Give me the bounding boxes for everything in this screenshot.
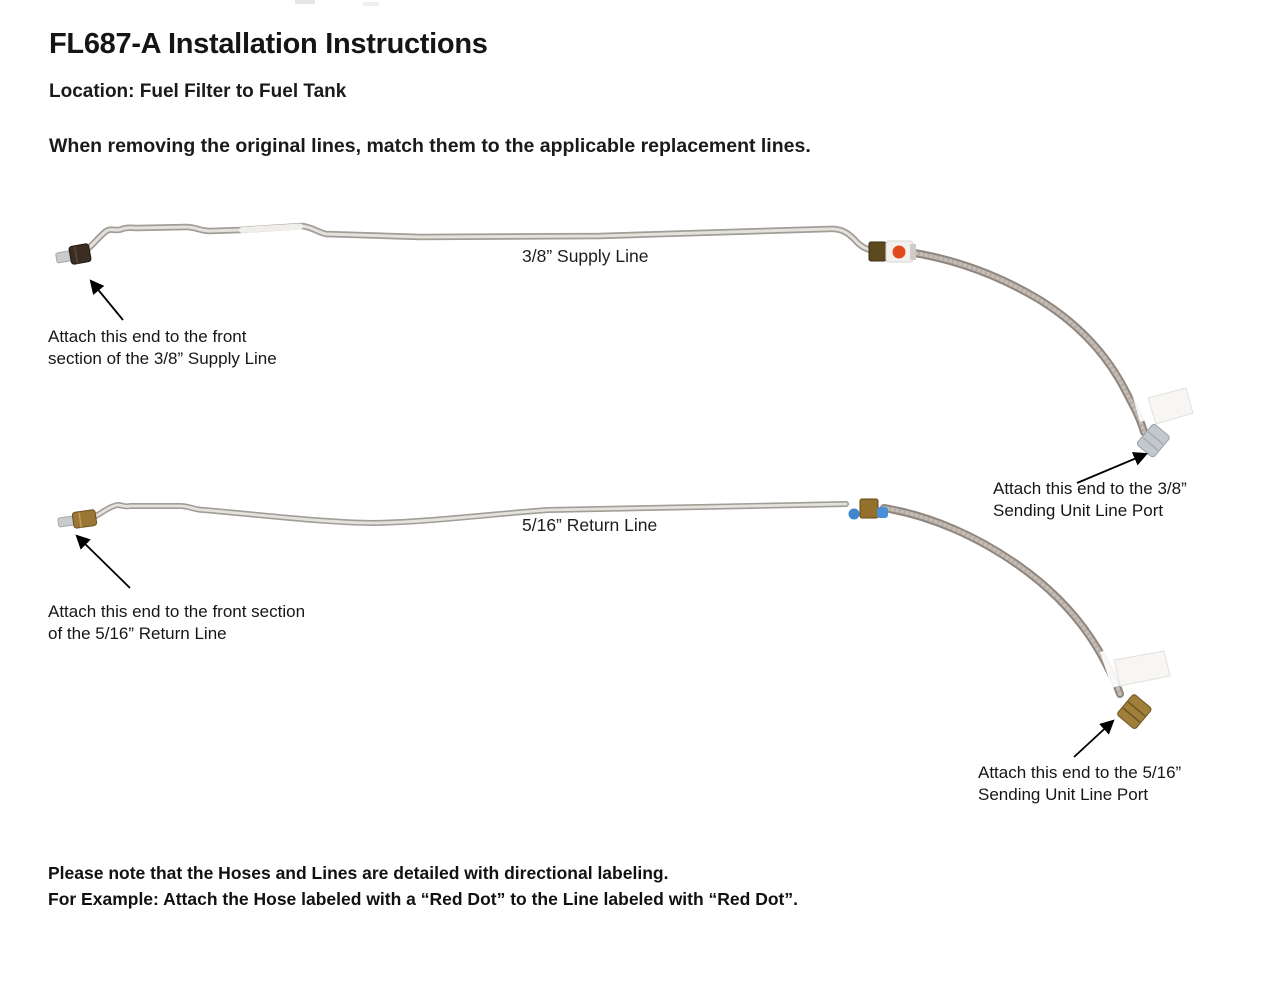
supply-front-fitting bbox=[55, 243, 92, 265]
return-rigid-tube bbox=[67, 501, 849, 527]
annotation-line: section of the 3/8” Supply Line bbox=[48, 349, 277, 368]
supply-rigid-tube bbox=[78, 222, 899, 258]
return-braided-hose bbox=[880, 504, 1124, 698]
pointer-arrow-supply-front bbox=[89, 279, 124, 321]
annotation-return-front: Attach this end to the front section of … bbox=[48, 601, 305, 645]
annotation-supply-port: Attach this end to the 3/8” Sending Unit… bbox=[993, 478, 1187, 522]
return-tag bbox=[1100, 647, 1171, 688]
page-edge-artifact bbox=[363, 2, 379, 6]
note-line: Please note that the Hoses and Lines are… bbox=[48, 863, 669, 883]
supply-sleeve bbox=[239, 223, 303, 233]
annotation-line: Sending Unit Line Port bbox=[993, 501, 1164, 520]
return-line-label: 5/16” Return Line bbox=[522, 515, 658, 535]
annotation-line: Sending Unit Line Port bbox=[978, 785, 1149, 804]
supply-port-fitting bbox=[1136, 423, 1170, 458]
intro-instruction: When removing the original lines, match … bbox=[49, 135, 811, 157]
pointer-arrow-return-port bbox=[1073, 719, 1115, 758]
return-front-fitting bbox=[57, 509, 98, 529]
note-line: For Example: Attach the Hose labeled wit… bbox=[48, 889, 798, 909]
directional-labeling-note: Please note that the Hoses and Lines are… bbox=[48, 860, 798, 912]
page-title: FL687-A Installation Instructions bbox=[49, 28, 488, 60]
return-port-fitting bbox=[1117, 694, 1152, 729]
red-dot-marker bbox=[892, 245, 906, 259]
annotation-line: Attach this end to the 3/8” bbox=[993, 479, 1187, 498]
supply-tag bbox=[1132, 387, 1194, 425]
annotation-return-port: Attach this end to the 5/16” Sending Uni… bbox=[978, 762, 1181, 806]
supply-line-label: 3/8” Supply Line bbox=[522, 246, 649, 266]
return-line-art bbox=[57, 498, 1171, 758]
blue-dot-marker bbox=[848, 508, 860, 520]
annotation-line: of the 5/16” Return Line bbox=[48, 624, 227, 643]
annotation-supply-front: Attach this end to the front section of … bbox=[48, 326, 277, 370]
annotation-line: Attach this end to the 5/16” bbox=[978, 763, 1182, 782]
location-subtitle: Location: Fuel Filter to Fuel Tank bbox=[49, 81, 347, 102]
annotation-line: Attach this end to the front bbox=[48, 327, 247, 346]
annotation-line: Attach this end to the front section bbox=[48, 602, 306, 621]
pointer-arrow-return-front bbox=[75, 534, 131, 589]
supply-mid-connector bbox=[868, 240, 916, 263]
page-edge-artifact bbox=[295, 0, 315, 4]
supply-line-art bbox=[55, 222, 1194, 484]
blue-band-marker bbox=[877, 507, 888, 518]
pointer-arrow-supply-port bbox=[1076, 452, 1148, 484]
return-mid-connector bbox=[848, 498, 888, 520]
supply-braided-hose bbox=[904, 248, 1148, 436]
